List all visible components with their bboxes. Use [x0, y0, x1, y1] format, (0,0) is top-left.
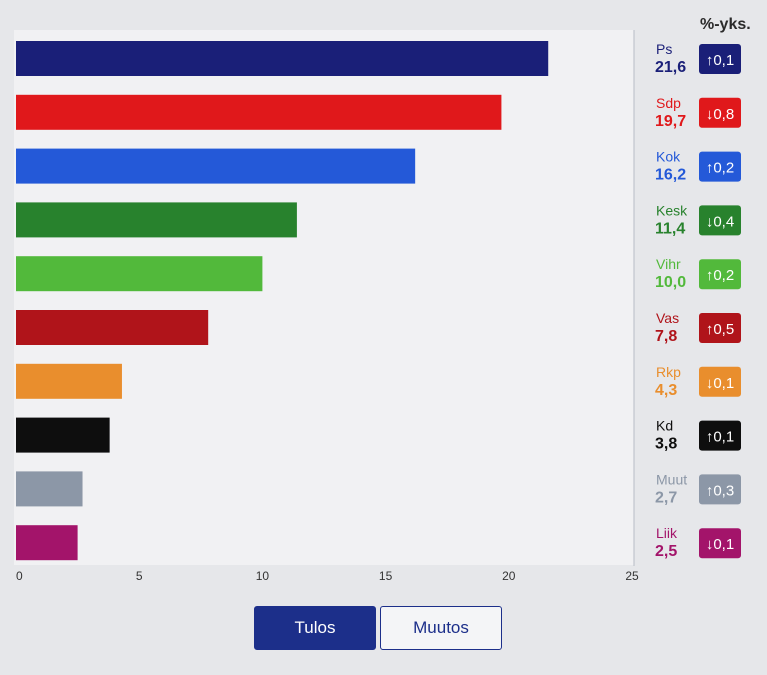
change-label-rkp: ↓0,1 [706, 375, 734, 392]
change-badge-rkp [699, 366, 741, 397]
x-tick-label: 10 [256, 569, 270, 583]
change-badge-muut [699, 474, 741, 505]
x-tick-label: 25 [625, 569, 639, 583]
bar-sdp [16, 94, 502, 130]
change-label-kok: ↑0,2 [706, 160, 734, 177]
party-value-liik: 2,5 [655, 543, 677, 560]
x-tick-label: 0 [16, 569, 23, 583]
change-badge-vihr [699, 259, 741, 290]
change-label-ps: ↑0,1 [706, 52, 734, 69]
party-name-vihr: Vihr [656, 256, 681, 272]
bar-liik [16, 525, 78, 561]
party-value-kok: 16,2 [655, 167, 686, 184]
change-badge-kd [699, 420, 741, 451]
party-value-sdp: 19,7 [655, 113, 686, 130]
bar-kesk [16, 202, 297, 238]
change-label-kesk: ↓0,4 [706, 213, 734, 230]
change-unit-label: %-yks. [700, 16, 751, 33]
bar-rkp [16, 363, 122, 399]
bar-vihr [16, 256, 263, 292]
tab-tulos[interactable]: Tulos [254, 606, 376, 650]
party-name-rkp: Rkp [656, 364, 681, 380]
party-name-ps: Ps [656, 41, 672, 57]
party-value-ps: 21,6 [655, 59, 686, 76]
change-badge-kok [699, 151, 741, 182]
party-name-vas: Vas [656, 310, 679, 326]
party-value-rkp: 4,3 [655, 382, 677, 399]
party-name-liik: Liik [656, 525, 678, 541]
party-value-muut: 2,7 [655, 489, 677, 506]
bar-kok [16, 148, 416, 184]
party-value-kesk: 11,4 [655, 220, 685, 237]
party-value-kd: 3,8 [655, 436, 677, 453]
change-badge-vas [699, 313, 741, 343]
party-value-vas: 7,8 [655, 328, 677, 345]
party-name-kesk: Kesk [656, 202, 688, 218]
bar-vas [16, 310, 209, 345]
party-name-sdp: Sdp [656, 95, 681, 111]
party-name-kok: Kok [656, 149, 681, 165]
x-tick-label: 5 [136, 569, 143, 583]
x-tick-label: 20 [502, 569, 516, 583]
party-value-vihr: 10,0 [655, 274, 686, 291]
change-label-kd: ↑0,1 [706, 429, 734, 446]
bar-muut [16, 471, 83, 507]
x-tick-label: 15 [379, 569, 393, 583]
change-badge-liik [699, 528, 741, 559]
change-badge-ps [699, 44, 741, 74]
change-label-vas: ↑0,5 [706, 321, 734, 338]
change-badge-kesk [699, 205, 741, 236]
change-badge-sdp [699, 97, 741, 128]
change-label-vihr: ↑0,2 [706, 267, 734, 284]
change-label-muut: ↑0,3 [706, 482, 734, 499]
bar-kd [16, 417, 110, 453]
tab-muutos[interactable]: Muutos [380, 606, 502, 650]
party-name-muut: Muut [656, 471, 687, 487]
bar-ps [16, 41, 549, 76]
change-label-liik: ↓0,1 [706, 536, 734, 553]
change-label-sdp: ↓0,8 [706, 106, 734, 123]
party-name-kd: Kd [656, 418, 673, 434]
